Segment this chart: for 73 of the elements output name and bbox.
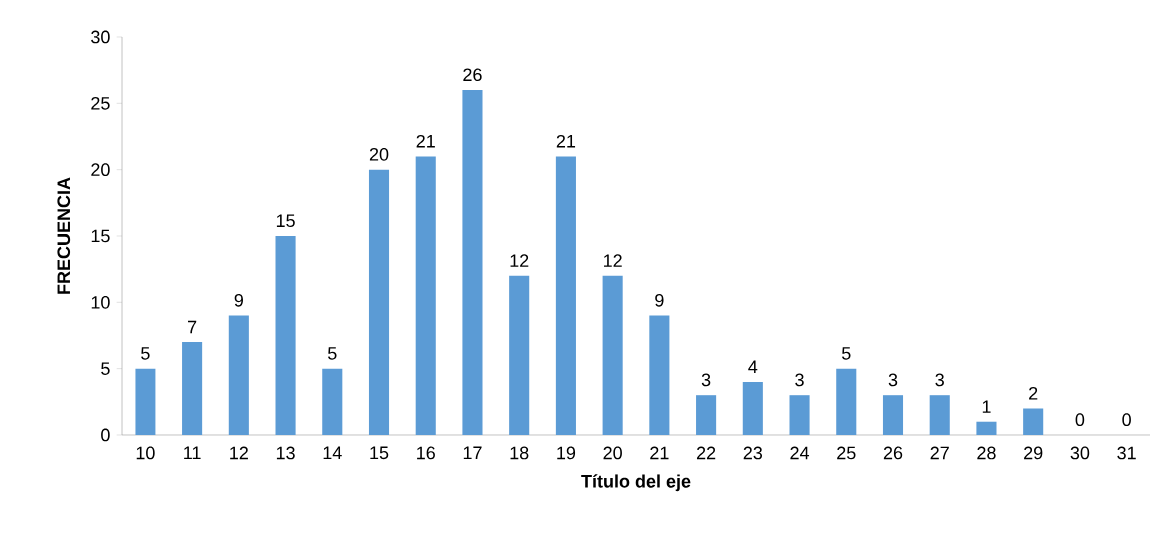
bar	[555, 156, 576, 435]
x-tick-label: 29	[1024, 446, 1043, 460]
data-label: 3	[935, 373, 944, 387]
data-label: 12	[510, 254, 529, 267]
x-tick-label: 11	[184, 446, 201, 459]
x-tick-label: 22	[696, 446, 716, 460]
y-axis-title: FRECUENCIA	[57, 177, 71, 294]
x-tick-label: 21	[650, 446, 669, 460]
y-tick-label: 20	[91, 163, 110, 177]
bar	[135, 368, 156, 435]
x-tick-label: 14	[323, 446, 342, 459]
bar	[602, 275, 623, 435]
data-label: 0	[1122, 413, 1131, 427]
bar	[415, 156, 436, 435]
y-tick-label: 10	[91, 295, 110, 309]
data-label: 9	[234, 293, 243, 307]
data-label: 4	[748, 360, 758, 373]
bar	[275, 235, 296, 435]
x-tick-label: 23	[743, 446, 763, 460]
data-label: 21	[416, 134, 435, 148]
bar	[696, 395, 717, 435]
bar	[929, 395, 950, 435]
data-label: 5	[141, 347, 150, 360]
data-label: 12	[604, 254, 622, 267]
x-tick-label: 24	[790, 446, 810, 460]
bar	[462, 90, 483, 435]
data-label: 26	[463, 68, 482, 82]
bar	[509, 275, 530, 435]
data-label: 9	[655, 293, 664, 307]
data-label: 20	[369, 147, 389, 161]
bar	[882, 395, 904, 435]
x-tick-label: 18	[510, 446, 529, 460]
y-tick-label: 30	[91, 30, 110, 44]
bar	[368, 169, 390, 435]
bar	[789, 395, 810, 435]
x-tick-label: 12	[230, 446, 248, 460]
x-tick-label: 26	[883, 446, 903, 460]
x-tick-label: 10	[136, 446, 155, 460]
x-tick-label: 15	[370, 446, 389, 460]
data-label: 1	[982, 400, 991, 413]
data-label: 21	[556, 134, 576, 148]
bar	[742, 381, 763, 435]
data-label: 5	[327, 347, 337, 360]
bar	[228, 315, 249, 435]
x-tick-label: 27	[930, 446, 949, 460]
bar	[976, 421, 997, 435]
x-tick-label: 19	[557, 446, 576, 460]
data-label: 3	[701, 373, 711, 387]
data-label: 3	[795, 373, 804, 387]
x-tick-label: 28	[977, 446, 996, 460]
data-label: 7	[188, 320, 197, 334]
data-label: 2	[1029, 386, 1038, 400]
bar	[182, 342, 203, 435]
x-tick-label: 30	[1070, 446, 1090, 460]
bar	[649, 315, 670, 435]
x-tick-label: 17	[463, 446, 482, 459]
x-tick-label: 20	[603, 446, 622, 460]
y-tick-label: 0	[101, 428, 110, 442]
x-axis-title: Título del eje	[581, 474, 691, 492]
x-tick-label: 31	[1117, 446, 1136, 460]
y-tick-label: 25	[91, 96, 110, 110]
x-tick-label: 13	[276, 446, 295, 460]
x-tick-label: 25	[837, 446, 856, 460]
y-tick-label: 5	[101, 362, 110, 375]
bar	[1023, 408, 1044, 435]
bar	[322, 368, 343, 435]
data-label: 15	[276, 214, 295, 228]
y-tick-label: 15	[91, 229, 110, 243]
bar	[836, 368, 857, 435]
data-label: 5	[841, 347, 851, 360]
data-label: 3	[888, 373, 898, 387]
data-label: 0	[1075, 413, 1085, 427]
x-tick-label: 16	[417, 446, 435, 460]
